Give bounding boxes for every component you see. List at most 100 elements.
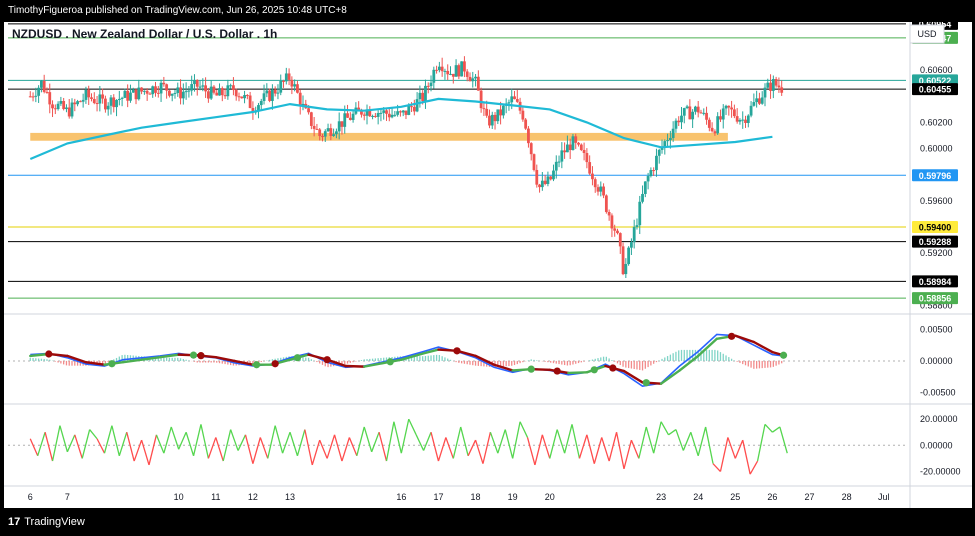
candle-body [65,107,68,110]
candle-body [232,85,235,91]
level-price-badge [912,169,958,182]
candle-body [437,66,441,71]
macd-cross-marker [453,347,461,355]
candle-body [538,184,541,188]
macd-cross-marker [189,351,198,359]
oscillator-segment [81,429,91,459]
oscillator-segment [126,432,135,462]
candle-body [641,193,644,202]
candle-body [468,76,472,82]
price-tick-label: 0.59600 [920,196,953,206]
oscillator-segment [437,437,447,462]
oscillator-segment [519,421,529,438]
time-tick-label: 26 [767,492,777,502]
oscillator-segment [474,439,484,464]
candle-body [206,91,210,99]
candle-body [298,92,302,107]
candle-body [771,79,775,91]
candle-body [668,138,672,141]
candle-body [488,115,491,126]
macd-signal-segment [400,352,425,361]
candle-body [154,86,157,93]
candle-body [321,136,324,138]
oscillator-segment [415,434,425,451]
candle-body [181,91,185,99]
candle-body [123,90,127,98]
chart-svg: 0.60600 0.60200 0.60000 0.59600 0.59200 0.588… [4,17,972,508]
moving-average-line [29,97,773,161]
candle-body [490,114,494,126]
candle-body [257,105,260,112]
candle-body [28,96,32,98]
macd-cross-marker [527,365,535,373]
macd-cross-marker [271,360,279,368]
candle-body [635,225,639,228]
candle-body [106,105,110,110]
oscillator-segment [682,431,692,451]
level-price-label: 0.59796 [919,171,952,181]
macd-cross-marker [45,350,53,358]
oscillator-segment [222,429,232,462]
oscillator-segment [163,426,172,454]
macd-cross-marker [609,364,617,372]
candle-body [318,129,322,137]
oscillator-segment [578,434,588,459]
oscillator-segment [118,432,128,456]
candle-body [688,106,692,120]
candle-body [738,120,742,122]
candle-body [162,82,166,85]
footer-brand: TradingView [24,516,85,528]
macd-signal-segment [752,340,774,354]
oscillator-segment [675,429,684,451]
oscillator-segment [601,437,610,462]
candle-body [780,87,784,93]
candle-body [346,113,349,118]
macd-cross-marker [553,367,561,375]
macd-signal-segment [121,355,162,364]
time-tick-label: 12 [248,492,258,502]
oscillator-segment [296,429,306,456]
candle-body [696,106,700,113]
candle-body [426,85,430,87]
candle-body [226,85,230,97]
oscillator-segment [140,439,150,466]
candle-body [156,92,160,94]
oscillator-segment [326,434,336,459]
candle-body [724,105,728,109]
macd-signal-segment [492,363,514,372]
candle-body [579,144,583,150]
candle-body [39,80,43,88]
candle-body [685,106,689,109]
oscillator-segment [734,439,744,459]
macd-signal-segment [567,371,589,375]
candle-body [730,107,733,110]
candle-body [524,119,528,129]
candle-body [760,97,764,104]
candle-body [563,150,567,153]
candle-body [546,176,550,184]
oscillator-segment [534,434,543,466]
candle-body [212,86,216,93]
candle-body [332,134,336,136]
oscillator-segment [660,421,670,436]
oscillator-segment [259,437,269,459]
time-tick-label: 18 [471,492,481,502]
macd-signal-segment [344,364,366,368]
level-price-label: 0.59400 [919,223,952,233]
candle-body [56,103,60,110]
candle-body [351,113,355,120]
macd-signal-segment [696,337,718,358]
oscillator-segment [549,429,558,459]
oscillator-segment [615,432,625,470]
oscillator-segment [252,437,261,464]
level-price-label: 0.59288 [919,237,952,247]
candle-body [705,112,708,120]
candle-body [95,103,99,105]
oscillator-tick-label: 0.00000 [920,440,953,450]
currency-box[interactable] [909,24,945,44]
publisher-line: TimothyFigueroa published on TradingView… [8,5,347,16]
oscillator-segment [89,429,98,440]
oscillator-segment [178,431,187,450]
oscillator-segment [356,426,365,456]
candle-body [585,153,589,163]
